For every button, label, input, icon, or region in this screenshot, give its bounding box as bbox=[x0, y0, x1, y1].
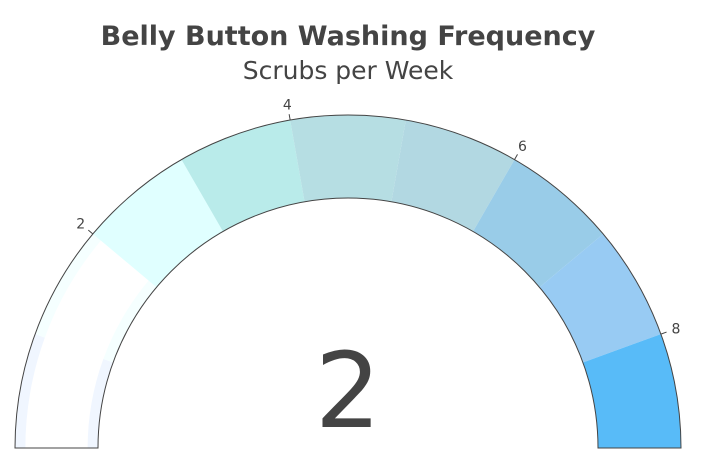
chart-title: Belly Button Washing Frequency bbox=[101, 21, 596, 52]
gauge-outline bbox=[14, 114, 682, 449]
gauge-step-9 bbox=[582, 334, 681, 448]
gauge-ticks: 2 4 6 8 bbox=[76, 97, 680, 337]
gauge-step-6 bbox=[391, 120, 515, 232]
gauge-step-5 bbox=[290, 115, 406, 202]
gauge-bar bbox=[25, 240, 149, 448]
gauge-step-7 bbox=[473, 159, 604, 288]
tick-label-4: 4 bbox=[283, 97, 292, 113]
tick-label-8: 8 bbox=[671, 322, 680, 338]
gauge-value: 2 bbox=[315, 330, 381, 452]
gauge-value-bar bbox=[25, 240, 149, 448]
tick-label-2: 2 bbox=[76, 217, 85, 233]
tick-mark-8 bbox=[660, 331, 667, 335]
tick-mark-4 bbox=[288, 114, 291, 121]
gauge-step-3 bbox=[92, 159, 224, 288]
chart-subtitle: Scrubs per Week bbox=[243, 56, 454, 85]
gauge-step-8 bbox=[539, 233, 661, 363]
tick-mark-2 bbox=[87, 229, 94, 235]
gauge-step-4 bbox=[181, 120, 305, 232]
tick-mark-6 bbox=[514, 154, 518, 160]
tick-label-6: 6 bbox=[518, 139, 527, 155]
